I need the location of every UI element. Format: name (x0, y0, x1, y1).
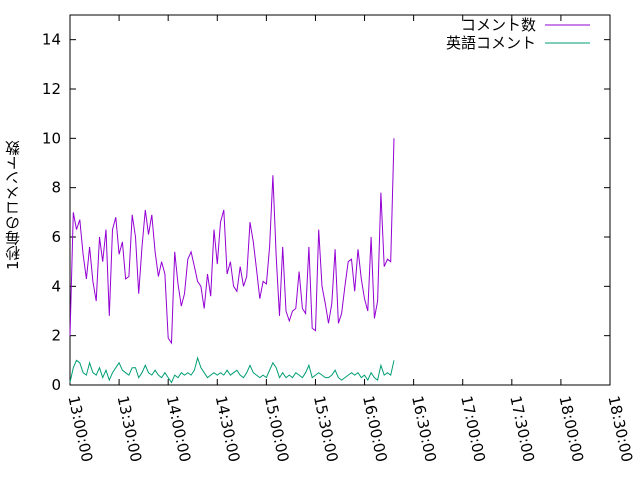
y-tick-label: 8 (51, 179, 61, 197)
y-tick-label: 2 (51, 327, 61, 345)
y-tick-label: 10 (42, 129, 61, 147)
y-tick-label: 0 (51, 376, 61, 394)
y-tick-label: 6 (51, 228, 61, 246)
x-axis-ticks: 13:00:00 13:30:00 14:00:00 14:30:00 15:00:00… (65, 15, 637, 464)
x-tick-label: 17:30:00 (506, 394, 538, 464)
y-tick-label: 4 (51, 277, 61, 295)
series-lines (69, 138, 395, 384)
x-tick-label: 17:00:00 (457, 394, 489, 464)
x-tick-label: 14:00:00 (163, 394, 195, 464)
x-tick-label: 13:30:00 (114, 394, 146, 464)
plot-border (69, 14, 611, 386)
x-tick-label: 13:00:00 (65, 394, 97, 464)
y-axis-ticks: 0 2 4 6 8 10 12 14 (42, 31, 610, 394)
x-tick-label: 16:30:00 (408, 394, 440, 464)
x-tick-label: 18:00:00 (555, 394, 587, 464)
x-tick-label: 15:00:00 (261, 394, 293, 464)
x-tick-label: 15:30:00 (310, 394, 342, 464)
y-tick-label: 14 (42, 31, 61, 49)
x-tick-label: 18:30:00 (605, 394, 637, 464)
y-axis-label: 1秒毎のコメント数 (4, 140, 22, 270)
y-tick-label: 12 (42, 80, 61, 98)
series-line-2 (69, 356, 395, 384)
legend-label: コメント数 (461, 16, 536, 34)
legend-label: 英語コメント (446, 34, 536, 52)
x-tick-label: 16:00:00 (359, 394, 391, 464)
x-tick-label: 14:30:00 (212, 394, 244, 464)
series-line-1 (69, 138, 395, 345)
